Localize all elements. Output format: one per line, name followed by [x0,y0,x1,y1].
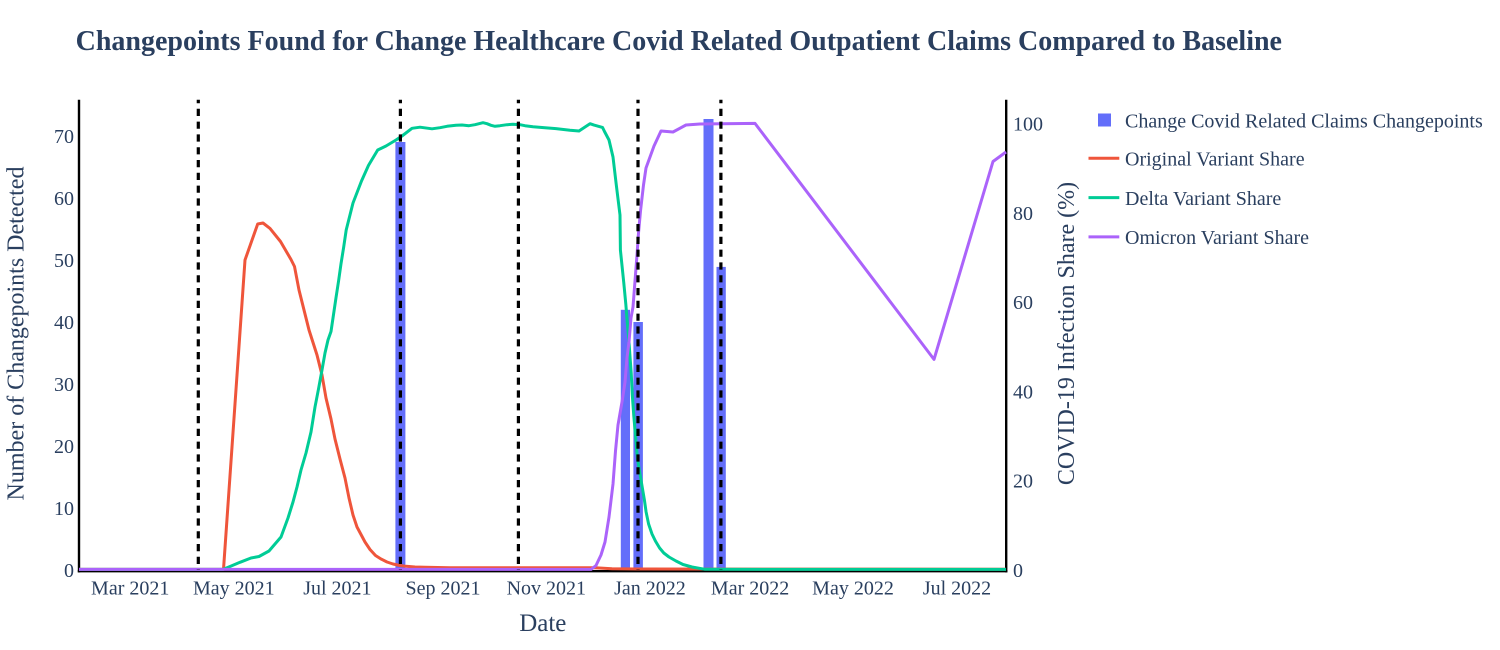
svg-text:60: 60 [1013,292,1033,314]
svg-text:20: 20 [54,436,74,458]
svg-text:70: 70 [54,126,74,148]
svg-text:100: 100 [1013,114,1043,136]
svg-text:30: 30 [54,374,74,396]
svg-text:60: 60 [54,188,74,210]
svg-text:Original Variant Share: Original Variant Share [1125,149,1305,171]
svg-text:Delta Variant Share: Delta Variant Share [1125,188,1281,210]
svg-text:May 2021: May 2021 [193,578,275,600]
svg-text:Jul 2021: Jul 2021 [303,578,371,600]
svg-text:Jan 2022: Jan 2022 [614,578,686,600]
svg-text:40: 40 [54,312,74,334]
svg-text:40: 40 [1013,381,1033,403]
svg-text:Date: Date [519,610,566,637]
svg-text:Number of Changepoints Detecte: Number of Changepoints Detected [4,167,30,501]
svg-text:Change Covid Related Claims Ch: Change Covid Related Claims Changepoints [1125,111,1483,133]
svg-text:COVID-19 Infection Share (%): COVID-19 Infection Share (%) [1054,182,1080,485]
svg-text:0: 0 [1013,560,1023,582]
svg-text:Nov 2021: Nov 2021 [507,578,586,600]
svg-text:Jul 2022: Jul 2022 [923,578,991,600]
svg-text:Mar 2022: Mar 2022 [711,578,789,600]
svg-text:50: 50 [54,250,74,272]
svg-text:Omicron Variant Share: Omicron Variant Share [1125,227,1309,249]
svg-text:May 2022: May 2022 [812,578,894,600]
svg-text:80: 80 [1013,203,1033,225]
svg-text:Changepoints Found for Change: Changepoints Found for Change Healthcare… [76,26,1282,57]
svg-text:0: 0 [64,560,74,582]
svg-text:Sep 2021: Sep 2021 [406,578,481,600]
svg-text:Mar 2021: Mar 2021 [91,578,169,600]
svg-text:20: 20 [1013,471,1033,493]
svg-text:10: 10 [54,498,74,520]
